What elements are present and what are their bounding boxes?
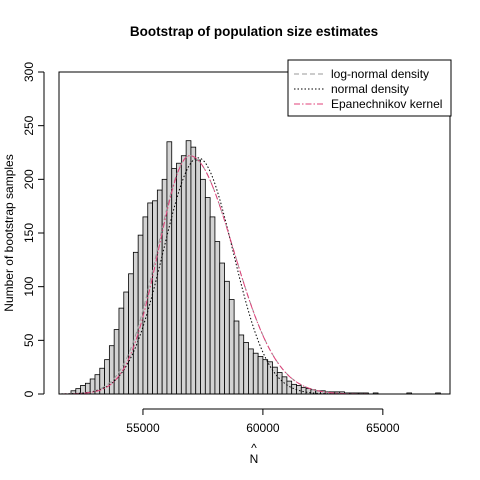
histogram-bar [123,291,129,395]
histogram-bar [291,383,297,395]
histogram-bar [219,262,225,395]
histogram-bar [262,359,269,395]
x-tick-label: 65000 [366,421,400,435]
legend: log-normal density normal density Epanec… [287,59,452,117]
y-tick-label: 150 [22,223,36,243]
x-tick-label: 55000 [126,421,160,435]
legend-label-normal: normal density [331,82,409,96]
histogram-bar [257,356,264,395]
histogram-bar [276,372,283,395]
histogram-bar [156,189,163,395]
histogram-bar [281,376,288,395]
histogram-bar [152,200,158,395]
x-tick-label: 60000 [246,421,280,435]
histogram-bar [238,334,245,395]
histogram-bar [190,146,197,395]
histogram-bar [204,197,211,395]
histogram-bar [252,352,259,395]
histogram-bar [176,162,182,395]
histogram-bar [195,159,201,395]
y-tick-label: 250 [22,115,36,135]
histogram-bar [305,388,312,395]
legend-label-lognormal: log-normal density [331,67,429,81]
y-tick-label: 100 [22,276,36,296]
histogram-bar [243,342,249,395]
histogram-bar [137,234,144,395]
histogram-bar [209,216,216,395]
histogram-bar [286,380,293,395]
histogram-bar [166,141,173,395]
y-axis-label: Number of bootstrap samples [2,154,16,311]
legend-box [287,59,452,117]
histogram-bar [180,155,187,395]
histogram-bar [228,299,235,395]
histogram-bar [233,320,240,395]
y-tick-label: 300 [22,62,36,82]
histogram-bar [296,385,302,395]
histogram-bar [300,387,307,395]
y-tick-label: 0 [22,390,36,397]
plot-frame [58,71,451,395]
histogram-bar [248,348,254,395]
x-axis-label: N [250,452,259,466]
histogram-bar [214,241,221,395]
histogram-bar [113,329,120,395]
x-axis-hat: ^ [251,441,257,455]
x-axis: 55000 60000 65000 [126,408,400,435]
chart-title: Bootstrap of population size estimates [130,24,378,39]
histogram-bar [272,366,278,395]
histogram-bar [104,359,110,395]
y-axis: 0 50 100 150 200 250 300 [22,62,45,397]
histogram-bar [185,140,192,395]
histogram-bar [200,178,206,395]
y-tick-label: 200 [22,169,36,189]
y-tick-label: 50 [22,333,36,347]
histogram-bar [108,345,115,395]
histogram-bar [118,307,125,395]
histogram-bar [132,251,139,395]
histogram-bar [224,280,230,395]
legend-label-epanechnikov: Epanechnikov kernel [331,97,442,111]
histogram-bar [128,273,134,395]
